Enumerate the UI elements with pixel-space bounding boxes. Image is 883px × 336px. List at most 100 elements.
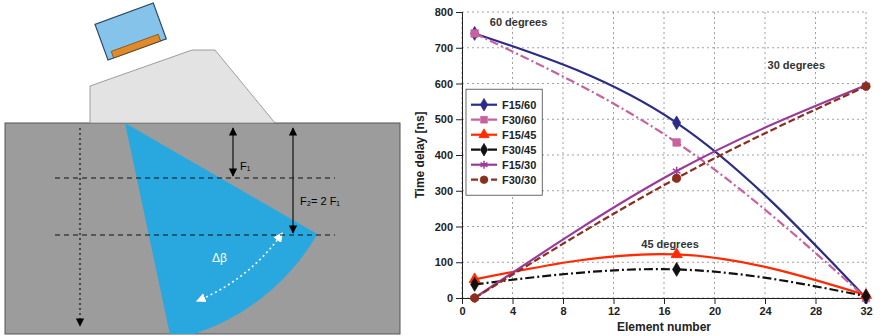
legend-box	[466, 89, 542, 195]
tick-mark	[456, 191, 462, 192]
legend-marker	[480, 176, 488, 184]
grid-line	[765, 12, 766, 298]
series-line	[475, 269, 866, 296]
tick-label: 300	[435, 185, 453, 197]
tick-mark	[456, 262, 462, 263]
probe	[95, 3, 166, 60]
legend-label: F30/30	[502, 174, 536, 186]
axis-line	[456, 13, 463, 299]
legend-label: F15/30	[502, 159, 536, 171]
tick-mark	[664, 298, 665, 304]
f1-label: F₁	[240, 160, 251, 172]
f2-label: F₂= 2 F₁	[300, 195, 340, 207]
x-axis-title: Element number	[617, 320, 711, 334]
legend-marker	[480, 143, 487, 155]
tick: 28	[810, 298, 822, 317]
tick: 4	[510, 298, 517, 317]
figure: F₁ F₂= 2 F₁ Δβ 0 4 8 12 16 20 24 28 32 0 100 200 300 400…	[0, 0, 883, 336]
grid-line	[815, 12, 816, 298]
tick-label: 500	[435, 113, 453, 125]
grid-line	[866, 12, 867, 298]
tick-mark	[456, 119, 462, 120]
diagram: F₁ F₂= 2 F₁ Δβ	[5, 3, 400, 336]
series-line	[475, 33, 866, 298]
series-line	[475, 33, 866, 298]
legend-label: F30/60	[502, 114, 536, 126]
tick-label: 200	[435, 221, 453, 233]
grid-line	[613, 12, 614, 298]
data-point	[471, 278, 479, 292]
tick-mark	[614, 298, 615, 304]
tick-label: 32	[860, 305, 872, 317]
tick: 12	[608, 298, 620, 317]
tick-mark	[456, 298, 462, 299]
tick: 600	[435, 78, 462, 90]
data-point	[862, 81, 870, 90]
angle-arrow	[197, 233, 282, 301]
tick: 8	[560, 298, 566, 317]
tick-label: 4	[510, 305, 517, 317]
probe-housing	[95, 3, 166, 60]
tick-mark	[765, 298, 766, 304]
tick-label: 0	[459, 305, 465, 317]
tick-label: 24	[759, 305, 772, 317]
y-axis-title: Time delay [ns]	[413, 111, 427, 198]
data-point	[673, 262, 681, 276]
data-point	[471, 27, 479, 41]
tick-label: 100	[435, 256, 453, 268]
tick-label: 700	[435, 42, 453, 54]
legend-label: F15/45	[502, 129, 536, 141]
chart: 0481216202428320100200300400500600700800…	[413, 6, 873, 334]
tick-mark	[456, 155, 462, 156]
tick: 0	[459, 298, 465, 317]
tick: 16	[658, 298, 670, 317]
tick-label: 0	[447, 292, 453, 304]
tick-label: 20	[709, 305, 721, 317]
data-point	[673, 116, 681, 130]
tick-mark	[816, 298, 817, 304]
tick: 100	[435, 256, 462, 268]
tick-mark	[456, 84, 462, 85]
data-point	[672, 174, 680, 182]
tick: 20	[709, 298, 721, 317]
tick: 700	[435, 42, 462, 54]
tick-mark	[513, 298, 514, 304]
grid-line	[714, 12, 715, 298]
tick-mark	[715, 298, 716, 304]
tick: 400	[435, 149, 462, 161]
tick: 0	[447, 292, 462, 304]
y-axis: 0100200300400500600700800	[435, 6, 463, 304]
tick: 24	[759, 298, 772, 317]
legend-marker	[479, 129, 489, 138]
legend-marker	[480, 98, 487, 110]
grid-line	[462, 226, 866, 227]
tick-mark	[456, 227, 462, 228]
f1-arrow	[232, 128, 233, 176]
plot-area	[469, 27, 872, 304]
f2-arrow	[292, 128, 293, 233]
data-point	[471, 30, 478, 37]
x-axis: 0 4 8 12 16 20 24 28 32	[459, 298, 872, 317]
tick: 300	[435, 185, 462, 197]
tick-label: 8	[560, 305, 566, 317]
tick-label: 400	[435, 149, 453, 161]
tick-label: 16	[658, 305, 670, 317]
wedge	[90, 50, 275, 123]
probe-array	[111, 34, 160, 58]
angle-label: Δβ	[212, 251, 227, 265]
annotation: 45 degrees	[641, 238, 698, 250]
data-point	[862, 289, 870, 303]
legend-marker	[481, 116, 488, 123]
data-point	[673, 139, 680, 146]
grid	[462, 12, 866, 298]
annotation: 30 degrees	[768, 59, 825, 71]
legend: F15/60F30/60F15/45F30/45F15/30F30/30	[466, 89, 542, 195]
grid-line	[563, 12, 564, 298]
focal-line	[55, 235, 335, 236]
tick-mark	[563, 298, 564, 304]
annotation: 60 degrees	[490, 16, 547, 28]
depth-arrow	[79, 128, 80, 326]
legend-label: F30/45	[502, 144, 536, 156]
tick-label: 12	[608, 305, 620, 317]
tick-label: 28	[810, 305, 822, 317]
